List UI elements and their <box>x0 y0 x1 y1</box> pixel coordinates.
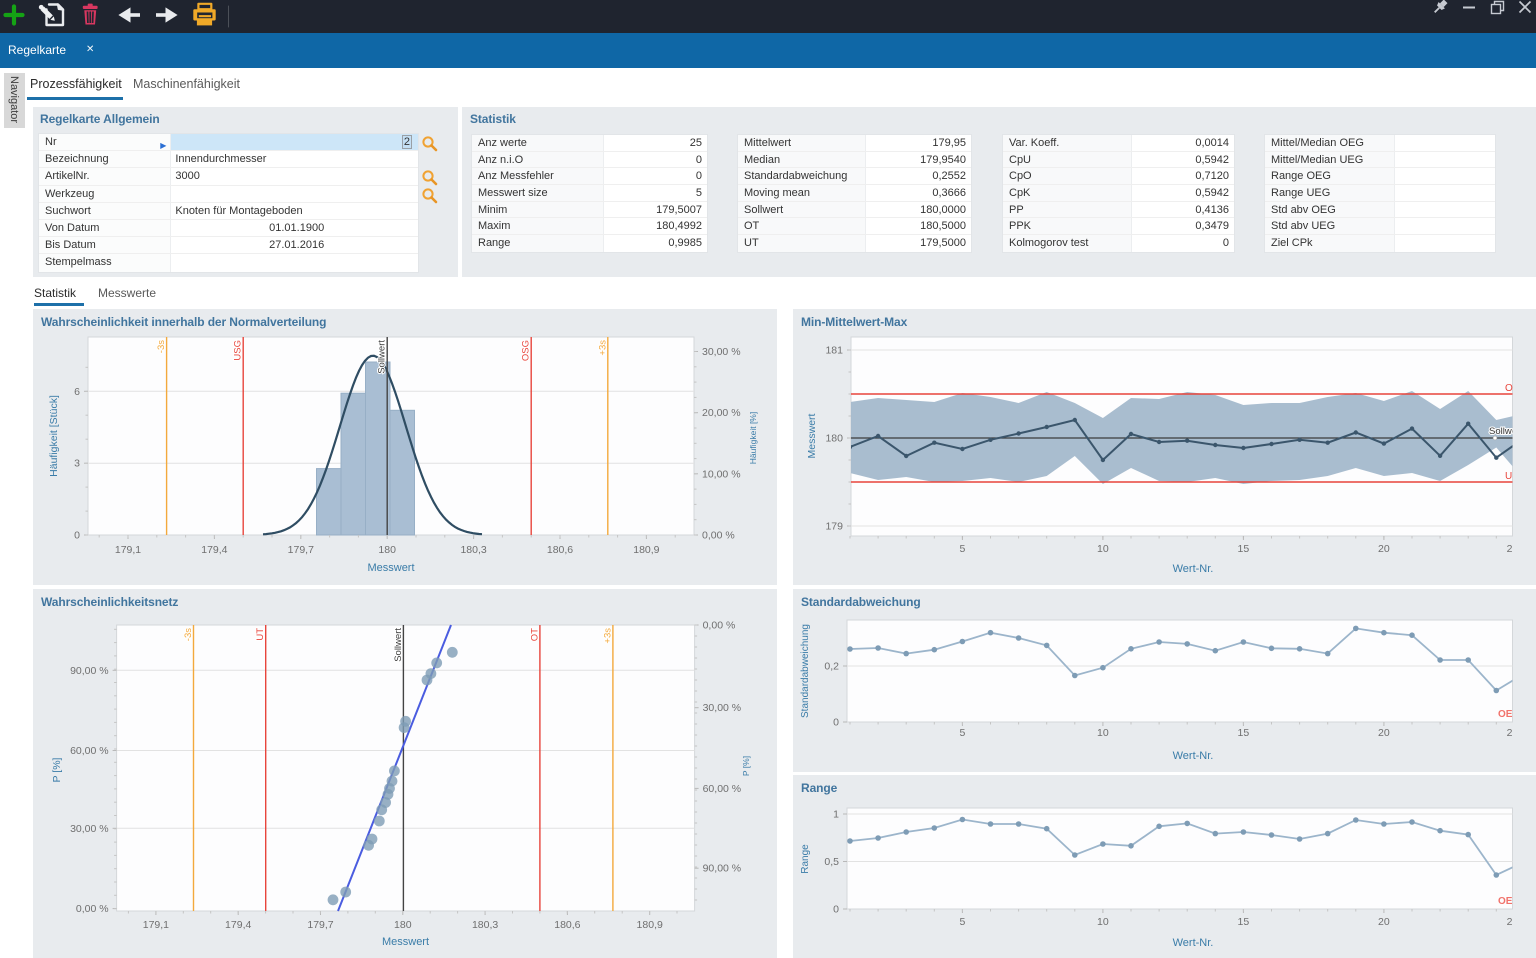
svg-text:179,7: 179,7 <box>288 544 314 556</box>
svg-text:OSG: OSG <box>521 340 532 361</box>
svg-text:179,1: 179,1 <box>143 919 169 931</box>
svg-text:180,9: 180,9 <box>637 919 663 931</box>
svg-text:OT: OT <box>529 628 540 641</box>
svg-text:2: 2 <box>1507 727 1513 739</box>
svg-text:Range: Range <box>800 844 811 874</box>
svg-text:10,00 %: 10,00 % <box>702 468 741 480</box>
svg-text:6: 6 <box>74 386 80 398</box>
svg-text:0: 0 <box>833 904 839 916</box>
svg-text:180,9: 180,9 <box>633 544 659 556</box>
svg-text:0,00 %: 0,00 % <box>76 903 109 915</box>
svg-text:Messwert: Messwert <box>367 562 414 574</box>
svg-text:P [%]: P [%] <box>741 756 751 776</box>
svg-text:1: 1 <box>833 809 839 821</box>
svg-text:90,00 %: 90,00 % <box>703 863 742 875</box>
svg-text:Wert-Nr.: Wert-Nr. <box>1173 937 1214 949</box>
svg-text:30,00 %: 30,00 % <box>703 702 742 714</box>
svg-text:10: 10 <box>1097 543 1109 555</box>
svg-text:UT: UT <box>1505 471 1518 482</box>
svg-text:90,00 %: 90,00 % <box>70 665 109 677</box>
svg-text:Häufigkeit [Stück]: Häufigkeit [Stück] <box>48 395 60 477</box>
svg-text:USG: USG <box>233 340 244 361</box>
svg-text:+3s: +3s <box>597 340 608 356</box>
svg-text:179: 179 <box>825 521 843 533</box>
svg-text:OT: OT <box>1505 383 1519 394</box>
svg-text:20: 20 <box>1378 543 1390 555</box>
svg-text:2: 2 <box>1507 916 1513 928</box>
svg-text:Sollwert: Sollwert <box>1489 426 1523 437</box>
svg-text:10: 10 <box>1097 727 1109 739</box>
svg-text:180: 180 <box>825 433 843 445</box>
svg-text:60,00 %: 60,00 % <box>703 783 742 795</box>
svg-text:20: 20 <box>1378 727 1390 739</box>
svg-text:OEG: OEG <box>1498 709 1520 720</box>
svg-text:0,2: 0,2 <box>824 661 839 673</box>
svg-text:-3s: -3s <box>156 340 167 353</box>
svg-text:Sollwert: Sollwert <box>377 340 388 374</box>
svg-text:P [%]: P [%] <box>51 757 63 782</box>
svg-text:0,00 %: 0,00 % <box>702 530 735 542</box>
svg-text:30,00 %: 30,00 % <box>702 346 741 358</box>
svg-text:0: 0 <box>833 717 839 729</box>
svg-text:5: 5 <box>959 916 965 928</box>
svg-text:Wert-Nr.: Wert-Nr. <box>1173 750 1214 762</box>
svg-text:180: 180 <box>378 544 396 556</box>
svg-text:+3s: +3s <box>602 628 613 644</box>
svg-text:15: 15 <box>1238 543 1250 555</box>
svg-text:Messwert: Messwert <box>382 936 429 948</box>
svg-text:20: 20 <box>1378 916 1390 928</box>
svg-text:180,6: 180,6 <box>547 544 573 556</box>
svg-text:3: 3 <box>74 458 80 470</box>
svg-text:5: 5 <box>959 727 965 739</box>
svg-text:Sollwert: Sollwert <box>393 628 404 662</box>
svg-text:179,4: 179,4 <box>225 919 251 931</box>
svg-text:10: 10 <box>1097 916 1109 928</box>
svg-text:Wert-Nr.: Wert-Nr. <box>1173 563 1214 575</box>
svg-text:20,00 %: 20,00 % <box>702 407 741 419</box>
svg-text:180: 180 <box>394 919 412 931</box>
svg-text:180,3: 180,3 <box>460 544 486 556</box>
svg-text:15: 15 <box>1238 916 1250 928</box>
svg-text:0,00 %: 0,00 % <box>703 620 736 632</box>
svg-text:2: 2 <box>1507 543 1513 555</box>
svg-text:179,1: 179,1 <box>115 544 141 556</box>
svg-text:30,00 %: 30,00 % <box>70 823 109 835</box>
svg-text:180,3: 180,3 <box>472 919 498 931</box>
svg-text:60,00 %: 60,00 % <box>70 745 109 757</box>
svg-text:181: 181 <box>825 345 843 357</box>
svg-text:179,4: 179,4 <box>201 544 227 556</box>
svg-text:0: 0 <box>74 530 80 542</box>
svg-text:OEG: OEG <box>1498 896 1520 907</box>
svg-text:15: 15 <box>1238 727 1250 739</box>
svg-text:179,7: 179,7 <box>307 919 333 931</box>
svg-text:Standardabweichung: Standardabweichung <box>800 624 811 718</box>
svg-text:-3s: -3s <box>183 628 194 641</box>
svg-text:180,6: 180,6 <box>554 919 580 931</box>
svg-text:0,5: 0,5 <box>824 856 839 868</box>
svg-text:Häufigkeit [%]: Häufigkeit [%] <box>748 412 758 464</box>
svg-text:Messwert: Messwert <box>806 413 818 458</box>
svg-text:UT: UT <box>255 628 266 641</box>
svg-text:5: 5 <box>959 543 965 555</box>
